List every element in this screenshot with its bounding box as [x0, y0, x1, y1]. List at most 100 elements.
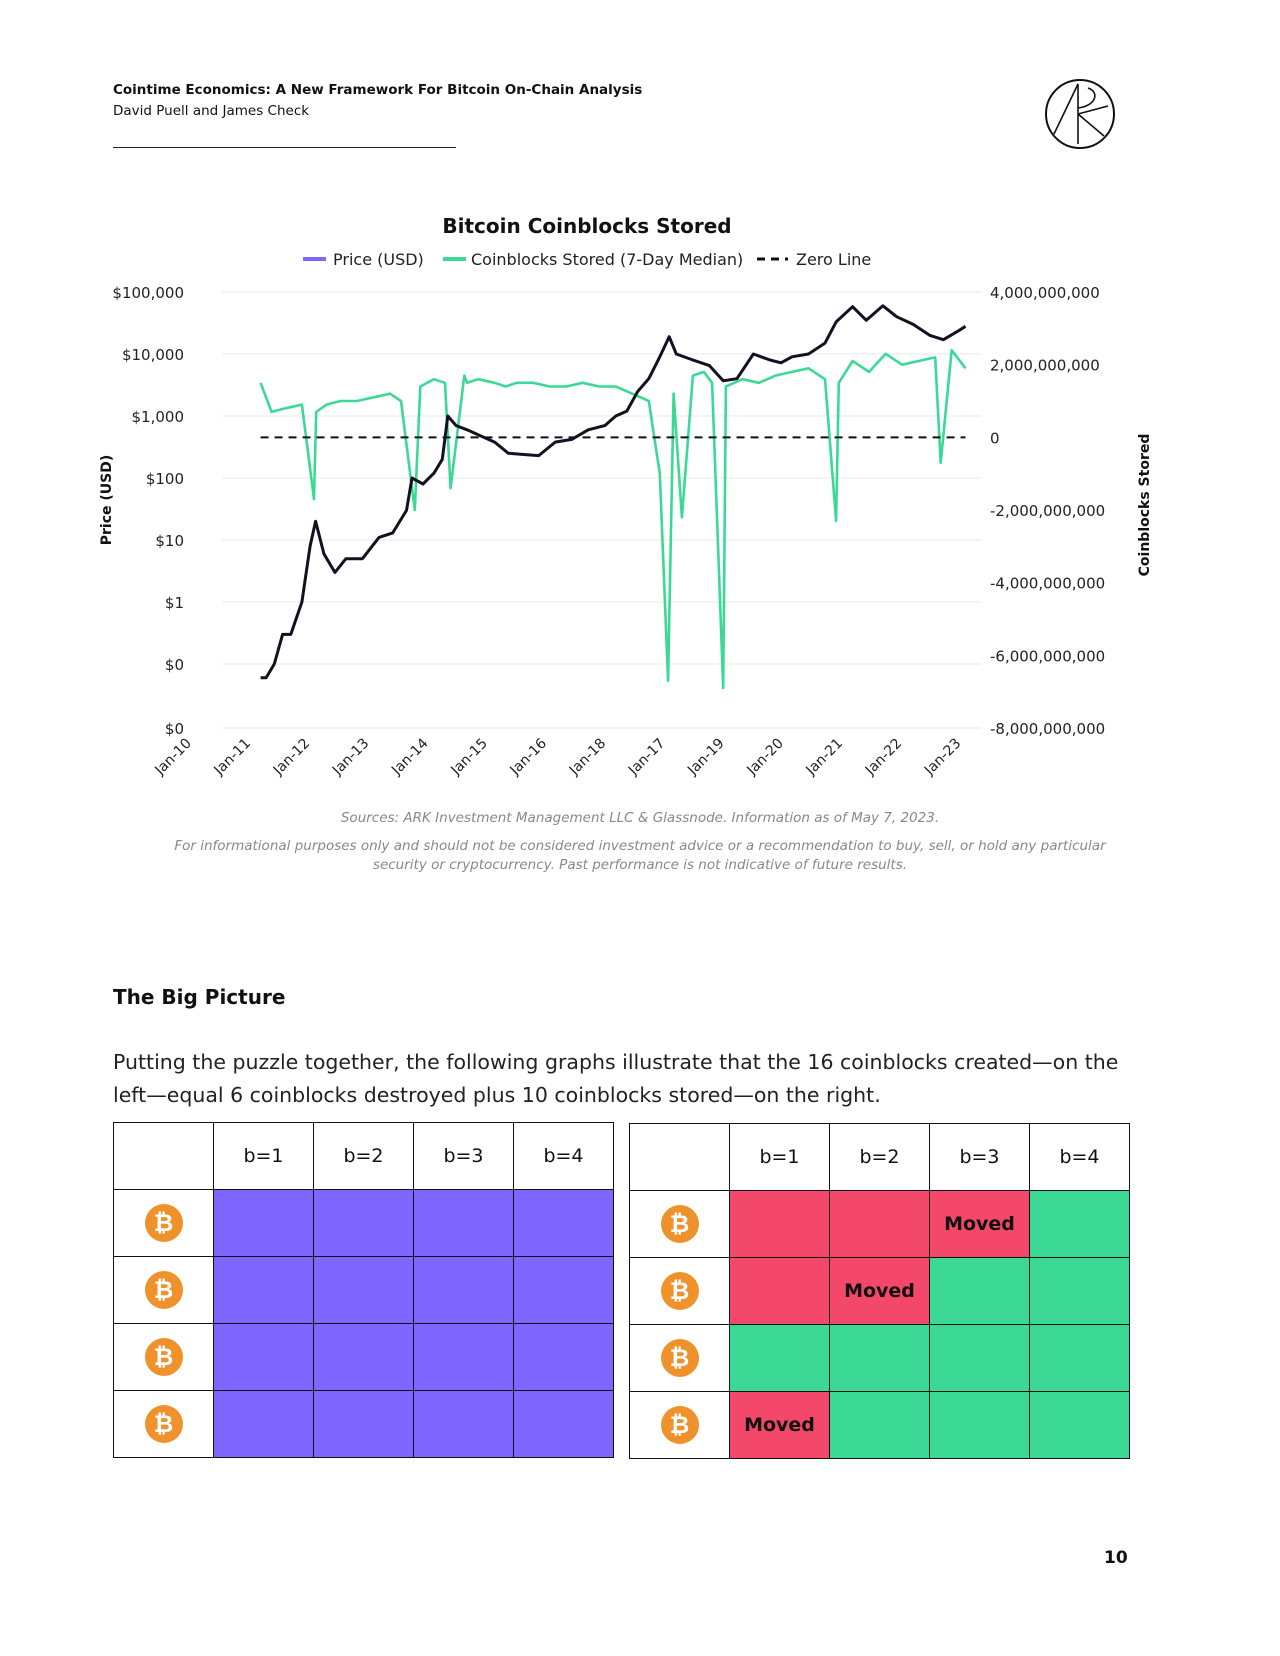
grid-cell-moved: Moved — [929, 1190, 1030, 1258]
bitcoin-icon: ₿ — [144, 1338, 183, 1376]
grid-cell-green — [729, 1324, 830, 1392]
bitcoin-icon: ₿ — [660, 1406, 699, 1444]
grid-row-label: ₿ — [113, 1189, 214, 1257]
left-axis-tick-label: $10,000 — [122, 346, 184, 364]
grid-cell-green — [1029, 1190, 1130, 1258]
x-axis-tick-label: Jan-17 — [625, 736, 668, 779]
x-axis-tick-label: Jan-23 — [921, 736, 964, 779]
grid-cell-moved: Moved — [729, 1391, 830, 1459]
bitcoin-icon: ₿ — [660, 1339, 699, 1377]
x-axis-tick-label: Jan-13 — [329, 736, 372, 779]
left-axis-tick-label: $10 — [155, 532, 184, 550]
grid-row-label: ₿ — [113, 1256, 214, 1324]
chart-series — [259, 304, 967, 690]
series-price-line — [260, 304, 967, 680]
ark-logo-icon — [1045, 79, 1115, 149]
x-axis-tick-label: Jan-15 — [447, 736, 490, 779]
grid-row-label: ₿ — [629, 1257, 730, 1325]
right-axis-tick-label: -4,000,000,000 — [990, 575, 1105, 593]
x-axis-tick-label: Jan-16 — [507, 735, 551, 779]
left-axis-tick-label: $100 — [146, 470, 184, 488]
grid-column-header: b=1 — [729, 1123, 830, 1191]
grid-cell-green — [929, 1257, 1030, 1325]
bitcoin-icon: ₿ — [144, 1405, 183, 1443]
bitcoin-icon: ₿ — [660, 1272, 699, 1310]
x-axis-tick-label: Jan-14 — [388, 735, 432, 779]
grid-cell-green — [929, 1324, 1030, 1392]
x-axis-tick-label: Jan-11 — [211, 736, 254, 779]
disclaimer-line-1: For informational purposes only and shou… — [174, 838, 1106, 854]
grid-cell-red — [729, 1257, 830, 1325]
grid-cell-purple — [213, 1256, 314, 1324]
grid-cell-moved: Moved — [829, 1257, 930, 1325]
x-axis-ticks: Jan-10 Jan-11 Jan-12 Jan-13 Jan-14 Jan-15 Jan-… — [151, 735, 964, 779]
grid-row-label: ₿ — [113, 1323, 214, 1391]
grid-header-row: b=1 b=2 b=3 b=4 — [113, 1122, 614, 1190]
grid-cell-purple — [213, 1189, 314, 1257]
grid-column-header: b=2 — [313, 1122, 414, 1190]
left-axis-label: Price (USD) — [99, 455, 115, 546]
grid-column-header: b=4 — [1029, 1123, 1130, 1191]
grid-cell-purple — [313, 1256, 414, 1324]
grid-cell-green — [1029, 1257, 1130, 1325]
grid-row: ₿ Moved — [629, 1190, 1130, 1258]
header-divider — [113, 147, 456, 148]
grid-cell-purple — [413, 1189, 514, 1257]
right-axis-tick-label: -8,000,000,000 — [990, 720, 1105, 738]
grid-cell-purple — [513, 1256, 614, 1324]
grid-row: ₿ — [113, 1256, 614, 1324]
grid-cell-red — [829, 1190, 930, 1258]
right-axis-ticks: 4,000,000,000 2,000,000,000 0 -2,000,000,00… — [990, 284, 1105, 738]
grid-cell-purple — [513, 1390, 614, 1458]
grid-cell-green — [829, 1391, 930, 1459]
left-axis-ticks: $100,000 $10,000 $1,000 $100 $10 $1 $0 $0 — [112, 284, 184, 738]
grid-row: ₿ Moved — [629, 1257, 1130, 1325]
legend-label-coinblocks: Coinblocks Stored (7-Day Median) — [471, 250, 743, 269]
left-axis-tick-label: $0 — [165, 656, 184, 674]
grid-row: ₿ Moved — [629, 1391, 1130, 1459]
x-axis-tick-label: Jan-10 — [151, 736, 194, 779]
right-axis-tick-label: 4,000,000,000 — [990, 284, 1100, 302]
grid-cell-purple — [413, 1256, 514, 1324]
grid-cell-green — [929, 1391, 1030, 1459]
right-axis-tick-label: -6,000,000,000 — [990, 647, 1105, 665]
right-axis-tick-label: -2,000,000,000 — [990, 502, 1105, 520]
grid-row: ₿ — [113, 1189, 614, 1257]
x-axis-tick-label: Jan-12 — [270, 736, 313, 779]
legend-label-zero: Zero Line — [796, 250, 871, 269]
body-paragraph: Putting the puzzle together, the followi… — [113, 1050, 1119, 1107]
grid-column-header: b=3 — [413, 1122, 514, 1190]
grid-cell-green — [1029, 1391, 1130, 1459]
grid-cell-green — [1029, 1324, 1130, 1392]
disclaimer-line-2: security or cryptocurrency. Past perform… — [372, 857, 908, 873]
grid-cell-purple — [213, 1323, 314, 1391]
section-title: The Big Picture — [113, 985, 286, 1009]
grid-cell-red — [729, 1190, 830, 1258]
x-axis-tick-label: Jan-21 — [803, 736, 846, 779]
grid-header-row: b=1 b=2 b=3 b=4 — [629, 1123, 1130, 1191]
bitcoin-icon: ₿ — [660, 1205, 699, 1243]
coinblocks-destroyed-stored-grid: b=1 b=2 b=3 b=4 ₿ Moved ₿ Moved ₿ ₿ Moved — [629, 1123, 1130, 1459]
grid-column-header: b=2 — [829, 1123, 930, 1191]
grid-cell-purple — [213, 1390, 314, 1458]
grid-cell-purple — [313, 1390, 414, 1458]
right-axis-label: Coinblocks Stored — [1137, 434, 1153, 577]
page-number: 10 — [1104, 1548, 1128, 1568]
right-axis-tick-label: 0 — [990, 429, 1000, 447]
left-axis-tick-label: $1,000 — [132, 408, 185, 426]
grid-cell-purple — [413, 1390, 514, 1458]
grid-cell-purple — [513, 1323, 614, 1391]
left-axis-tick-label: $1 — [165, 594, 184, 612]
chart-title: Bitcoin Coinblocks Stored — [442, 214, 731, 238]
grid-row-label: ₿ — [629, 1190, 730, 1258]
x-axis-tick-label: Jan-19 — [684, 736, 727, 779]
left-axis-tick-label: $0 — [165, 720, 184, 738]
document-title: Cointime Economics: A New Framework For … — [113, 82, 643, 98]
x-axis-tick-label: Jan-18 — [566, 736, 609, 779]
grid-corner-cell — [629, 1123, 730, 1191]
grid-column-header: b=3 — [929, 1123, 1030, 1191]
x-axis-tick-label: Jan-20 — [743, 736, 786, 779]
x-axis-tick-label: Jan-22 — [862, 736, 905, 779]
bitcoin-icon: ₿ — [144, 1204, 183, 1242]
grid-row: ₿ — [113, 1323, 614, 1391]
